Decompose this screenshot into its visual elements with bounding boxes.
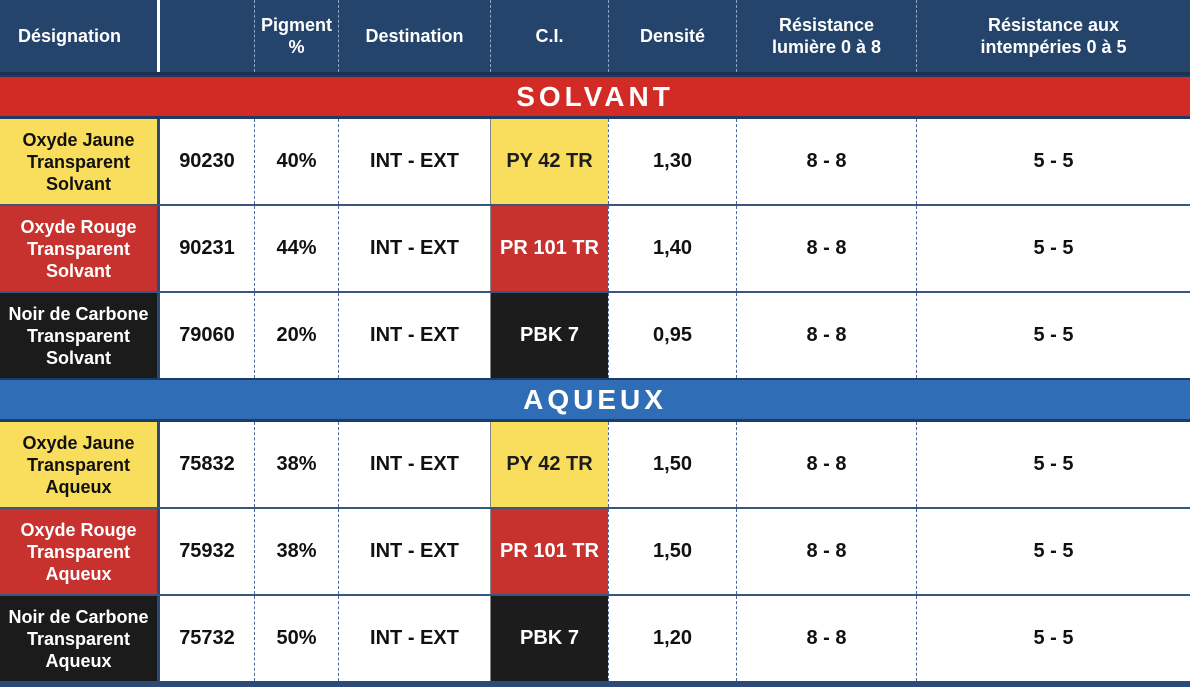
cell-intemperies: 5 - 5 [916,206,1190,291]
cell-intemperies: 5 - 5 [916,422,1190,507]
section-banner: SOLVANT [0,75,1190,119]
cell-destination: INT - EXT [338,293,490,378]
cell-lumiere: 8 - 8 [736,509,916,594]
table-row: Noir de Carbone Transparent Solvant 79060… [0,291,1190,378]
header-code [160,0,254,72]
product-name-label: Oxyde Jaune Transparent Solvant [22,129,135,194]
section-banner: AQUEUX [0,378,1190,422]
product-name: Noir de Carbone Transparent Aqueux [0,596,160,681]
table-row: Oxyde Jaune Transparent Solvant 90230 40% I… [0,119,1190,204]
product-name-label: Oxyde Rouge Transparent Solvant [20,216,137,281]
cell-destination: INT - EXT [338,206,490,291]
product-name: Oxyde Jaune Transparent Solvant [0,119,160,204]
cell-densite: 1,40 [608,206,736,291]
header-lumiere-label: Résistance lumière 0 à 8 [771,15,882,57]
product-name: Oxyde Rouge Transparent Aqueux [0,509,160,594]
cell-lumiere: 8 - 8 [736,293,916,378]
product-name: Noir de Carbone Transparent Solvant [0,293,160,378]
product-name-label: Noir de Carbone Transparent Aqueux [8,606,149,671]
cell-pigment: 44% [254,206,338,291]
product-name-label: Oxyde Rouge Transparent Aqueux [20,519,137,584]
cell-destination: INT - EXT [338,422,490,507]
cell-lumiere: 8 - 8 [736,422,916,507]
bottom-border [0,681,1190,687]
cell-code: 90231 [179,237,235,259]
cell-ci: PR 101 TR [490,206,608,291]
cell-pigment: 20% [254,293,338,378]
cell-lumiere: 8 - 8 [736,596,916,681]
table-row: Oxyde Jaune Transparent Aqueux 75832 38% IN… [0,422,1190,507]
table-row: Noir de Carbone Transparent Aqueux 75732 5… [0,594,1190,681]
cell-intemperies: 5 - 5 [916,293,1190,378]
header-intemperies-label: Résistance aux intempéries 0 à 5 [980,15,1127,57]
cell-pigment: 38% [254,422,338,507]
header-densite: Densité [608,0,736,72]
table-body: SOLVANT Oxyde Jaune Transparent Solvant 90… [0,75,1190,681]
cell-intemperies: 5 - 5 [916,119,1190,204]
product-name-label: Oxyde Jaune Transparent Aqueux [22,432,135,497]
cell-lumiere: 8 - 8 [736,119,916,204]
cell-code: 90230 [179,150,235,172]
table-header: Désignation Pigment % Destination C.I. D… [0,0,1190,75]
product-name: Oxyde Jaune Transparent Aqueux [0,422,160,507]
cell-destination: INT - EXT [338,596,490,681]
cell-densite: 0,95 [608,293,736,378]
header-pigment-label: Pigment % [260,15,332,57]
cell-ci: PR 101 TR [490,509,608,594]
cell-intemperies: 5 - 5 [916,596,1190,681]
cell-code: 75732 [179,627,235,649]
cell-densite: 1,20 [608,596,736,681]
cell-destination: INT - EXT [338,509,490,594]
cell-intemperies: 5 - 5 [916,509,1190,594]
header-intemperies: Résistance aux intempéries 0 à 5 [916,0,1190,72]
cell-ci: PY 42 TR [490,422,608,507]
cell-pigment: 50% [254,596,338,681]
cell-code: 75932 [179,540,235,562]
cell-densite: 1,50 [608,509,736,594]
header-destination: Destination [338,0,490,72]
product-name-label: Noir de Carbone Transparent Solvant [8,303,149,368]
cell-pigment: 38% [254,509,338,594]
header-lumiere: Résistance lumière 0 à 8 [736,0,916,72]
cell-code: 79060 [179,324,235,346]
cell-pigment: 40% [254,119,338,204]
cell-lumiere: 8 - 8 [736,206,916,291]
product-name: Oxyde Rouge Transparent Solvant [0,206,160,291]
header-designation: Désignation [0,0,160,72]
cell-code: 75832 [179,453,235,475]
cell-ci: PBK 7 [490,293,608,378]
header-ci: C.I. [490,0,608,72]
table-row: Oxyde Rouge Transparent Aqueux 75932 38% IN… [0,507,1190,594]
cell-destination: INT - EXT [338,119,490,204]
cell-densite: 1,50 [608,422,736,507]
table-row: Oxyde Rouge Transparent Solvant 90231 44% I… [0,204,1190,291]
header-pigment: Pigment % [254,0,338,72]
cell-ci: PY 42 TR [490,119,608,204]
cell-densite: 1,30 [608,119,736,204]
cell-ci: PBK 7 [490,596,608,681]
